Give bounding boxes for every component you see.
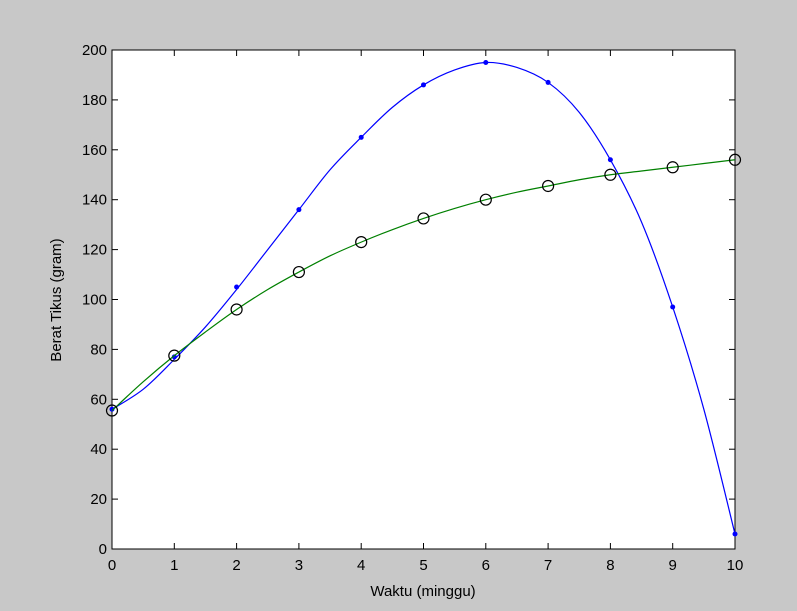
- data-point-dot: [670, 304, 676, 310]
- x-tick-label: 2: [232, 557, 240, 574]
- x-tick-label: 0: [108, 557, 116, 574]
- data-point-dot: [109, 406, 115, 412]
- y-tick-label: 0: [99, 541, 107, 558]
- x-tick-label: 10: [727, 557, 744, 574]
- y-tick-label: 120: [82, 242, 107, 259]
- data-point-circle: [168, 349, 181, 362]
- data-point-dot: [607, 157, 613, 163]
- x-tick-label: 4: [357, 557, 365, 574]
- data-point-circle: [541, 179, 555, 193]
- x-tick-label: 5: [419, 557, 427, 574]
- series-group: [105, 59, 742, 537]
- data-point-dot: [296, 207, 302, 213]
- data-point-circle: [355, 236, 368, 249]
- data-point-circle: [479, 193, 492, 206]
- data-point-dot: [421, 82, 426, 88]
- x-tick-label: 3: [295, 557, 303, 574]
- y-tick-label: 80: [90, 341, 107, 358]
- data-point-dot: [234, 284, 240, 290]
- y-tick-label: 20: [90, 491, 107, 508]
- series-line-1: [111, 159, 736, 411]
- data-point-circle: [292, 265, 305, 279]
- data-point-circle: [105, 404, 119, 417]
- data-point-dot: [483, 59, 489, 65]
- x-tick-label: 8: [606, 557, 614, 574]
- x-tick-label: 1: [170, 557, 178, 574]
- data-point-dot: [171, 354, 177, 360]
- series-line-0: [111, 61, 736, 535]
- data-point-dot: [358, 134, 364, 140]
- data-point-circle: [604, 168, 617, 181]
- x-tick-label: 7: [544, 557, 552, 574]
- data-point-dot: [545, 79, 551, 85]
- y-tick-label: 160: [82, 142, 107, 159]
- data-point-circle: [666, 161, 679, 174]
- data-point-dot: [732, 531, 738, 537]
- y-tick-label: 60: [90, 391, 107, 408]
- y-axis-label: Berat Tikus (gram): [48, 238, 65, 361]
- y-tick-label: 140: [82, 192, 107, 209]
- y-tick-label: 200: [82, 42, 107, 59]
- y-tick-label: 180: [82, 92, 107, 109]
- data-point-circle: [728, 153, 742, 166]
- data-point-circle: [230, 303, 243, 316]
- y-tick-label: 100: [82, 292, 107, 309]
- plot-area: [111, 49, 736, 550]
- x-tick-label: 6: [482, 557, 490, 574]
- y-tick-label: 40: [90, 441, 107, 458]
- x-tick-label: 9: [669, 557, 677, 574]
- data-point-circle: [417, 212, 430, 225]
- x-axis-label: Waktu (minggu): [370, 583, 475, 600]
